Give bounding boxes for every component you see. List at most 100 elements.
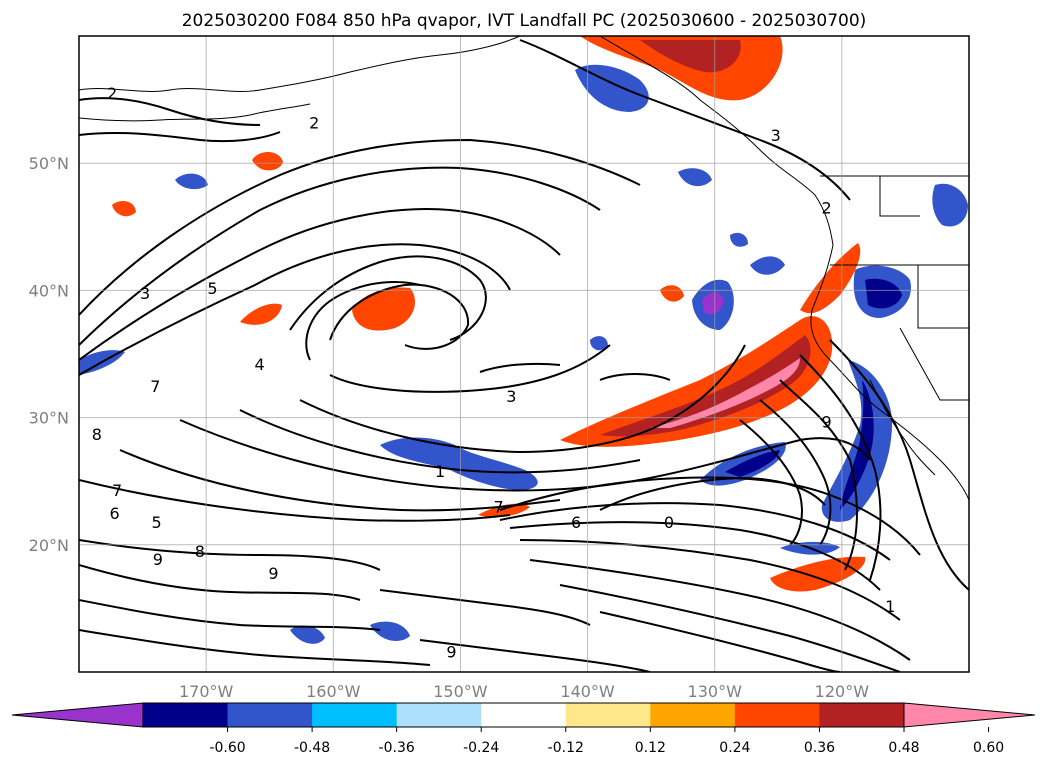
map-frame (78, 35, 970, 673)
contour-line (79, 97, 261, 126)
contour-label: 8 (195, 542, 205, 561)
colorbar-segment (227, 703, 313, 727)
contour-line (519, 39, 851, 201)
longitude-tick-label: 170°W (179, 682, 234, 701)
positive-anomaly-low-center (352, 287, 415, 331)
contour-labels: 3 5 4 3 7 8 1 7 6 5 8 9 9 7 6 0 9 1 9 2 2 3 2 (92, 84, 896, 661)
colorbar-segment (650, 703, 736, 727)
contour-line (299, 344, 746, 454)
colorbar-tick-label: -0.60 (209, 740, 245, 756)
contour-line (419, 639, 651, 672)
gridlines (79, 36, 969, 672)
contour-label: 1 (885, 597, 895, 616)
longitude-tick-label: 130°W (688, 682, 743, 701)
contour-label: 2 (822, 199, 832, 218)
contour-label: 0 (664, 513, 674, 532)
longitude-tick-label: 160°W (306, 682, 361, 701)
contour-line (529, 559, 911, 661)
contour-label: 9 (822, 412, 832, 431)
colorbar-segment (734, 703, 820, 727)
contour-line (79, 539, 381, 571)
negative-anomaly-coastal-core (840, 380, 874, 510)
contour-line (305, 281, 421, 361)
colorbar-segment (819, 703, 905, 727)
latitude-tick-label: 30°N (29, 409, 69, 428)
negative-anomaly-blob-2 (175, 173, 208, 190)
contour-label: 2 (107, 84, 117, 103)
negative-anomaly-inland-core (865, 278, 902, 309)
latitude-tick-label: 20°N (29, 536, 69, 555)
contour-label: 6 (110, 504, 120, 523)
colorbar-tick-label: 0.48 (888, 740, 919, 756)
latitude-tick-label: 50°N (29, 154, 69, 173)
negative-anomaly-ne (932, 183, 968, 227)
negative-anomaly-trough-core (725, 450, 780, 477)
contour-label: 7 (493, 498, 503, 517)
contour-line (379, 589, 591, 626)
contour-label: 5 (207, 279, 217, 298)
colorbar: -0.60 -0.48 -0.36 -0.24 -0.12 0.12 0.24 0.36 0.4… (11, 702, 1036, 756)
colorbar-tick-label: -0.24 (463, 740, 499, 756)
negative-anomaly-south-3 (370, 621, 410, 641)
positive-anomaly-blob-3 (112, 200, 136, 217)
contour-line (79, 208, 561, 361)
colorbar-frame (142, 702, 905, 728)
anomaly-shading (79, 36, 968, 644)
longitude-tick-label: 120°W (815, 682, 870, 701)
contour-label: 1 (435, 462, 445, 481)
contour-line (599, 373, 671, 381)
positive-anomaly-north-inner (640, 40, 741, 73)
colorbar-tick-label: -0.48 (294, 740, 330, 756)
contour-label: 8 (92, 425, 102, 444)
contour-line (79, 479, 511, 522)
positive-anomaly-coastal (800, 243, 861, 314)
state-border-1 (879, 176, 920, 217)
colorbar-tick-label: 0.12 (635, 740, 666, 756)
state-border-4 (899, 327, 969, 401)
baja-coast (869, 379, 936, 476)
contour-label: 7 (150, 377, 160, 396)
contour-line (79, 243, 511, 376)
negative-anomaly-coastal-band (821, 360, 893, 522)
negative-anomaly-blob-5 (730, 232, 748, 247)
longitude-tick-labels: 170°W 160°W 150°W 140°W 130°W 120°W (179, 682, 869, 701)
contour-line (479, 362, 561, 373)
contour-line (79, 564, 361, 601)
contour-line (599, 476, 826, 511)
colorbar-segment (565, 703, 651, 727)
contour-line (79, 599, 381, 631)
colorbar-tick-label: 0.60 (973, 740, 1004, 756)
positive-anomaly-plume (560, 316, 833, 447)
contour-label: 9 (153, 550, 163, 569)
negative-anomaly-blob-3 (750, 256, 785, 275)
contour-line (599, 611, 841, 672)
colorbar-tick-label: 0.36 (804, 740, 835, 756)
latitude-tick-label: 40°N (29, 281, 69, 300)
latitude-tick-labels: 50°N 40°N 30°N 20°N (29, 154, 69, 555)
contour-line (799, 354, 882, 581)
contour-label: 3 (771, 126, 781, 145)
contour-line (739, 419, 803, 546)
colorbar-tick-label: 0.24 (719, 740, 750, 756)
contour-line (79, 166, 601, 346)
negative-anomaly-subtropical (380, 437, 538, 490)
negative-anomaly-blob-4 (590, 336, 608, 351)
contour-line (499, 502, 891, 561)
negative-anomaly-south-2 (290, 625, 325, 644)
contour-line (239, 409, 641, 474)
longitude-tick-label: 140°W (560, 682, 615, 701)
contour-line (79, 138, 641, 316)
colorbar-segment (312, 703, 398, 727)
negative-anomaly-blob-1 (678, 168, 712, 187)
contour-label: 3 (140, 284, 150, 303)
colorbar-segment (143, 703, 229, 727)
colorbar-tick-label: -0.12 (548, 740, 584, 756)
contour-label: 6 (571, 513, 581, 532)
contour-label: 2 (309, 113, 319, 132)
positive-anomaly-blob-5 (660, 285, 684, 302)
colorbar-tick-label: -0.36 (379, 740, 415, 756)
negative-anomaly-offshore-core (702, 292, 724, 315)
colorbar-segment (481, 703, 567, 727)
positive-anomaly-blob-2 (240, 303, 282, 325)
contour-line (329, 344, 611, 393)
